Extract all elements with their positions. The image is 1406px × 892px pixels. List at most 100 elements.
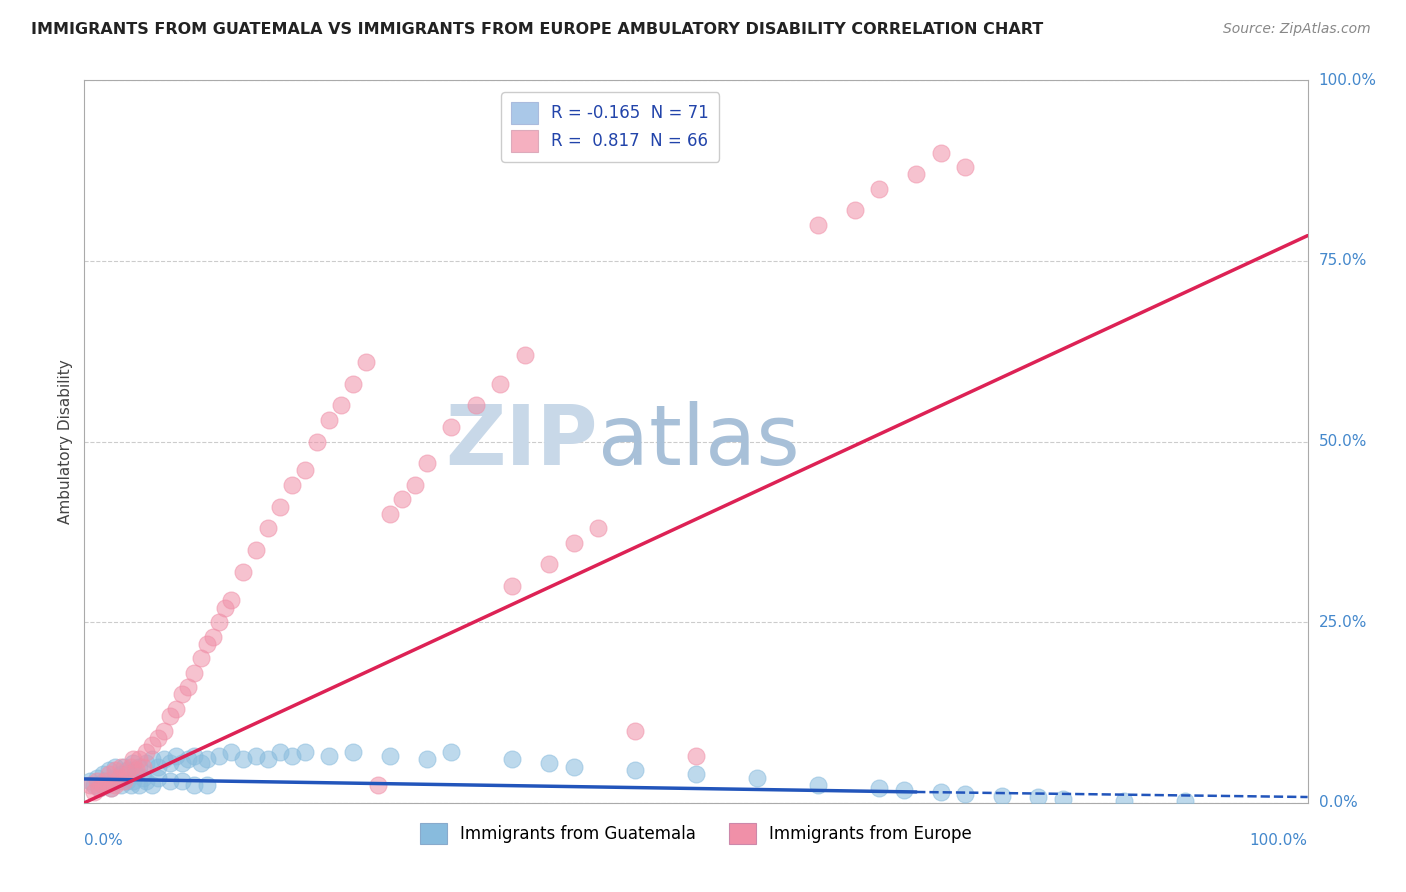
Point	[104, 778, 127, 792]
Point	[128, 760, 150, 774]
Point	[844, 203, 866, 218]
Point	[146, 771, 169, 785]
Point	[562, 760, 585, 774]
Point	[146, 731, 169, 745]
Point	[172, 774, 194, 789]
Point	[342, 376, 364, 391]
Point	[391, 492, 413, 507]
Point	[624, 723, 647, 738]
Point	[100, 781, 122, 796]
Point	[416, 752, 439, 766]
Point	[125, 764, 148, 778]
Point	[110, 778, 132, 792]
Point	[153, 752, 176, 766]
Point	[538, 756, 561, 770]
Point	[120, 760, 142, 774]
Point	[107, 771, 129, 785]
Point	[489, 376, 512, 391]
Point	[79, 778, 101, 792]
Point	[195, 752, 218, 766]
Point	[1028, 790, 1050, 805]
Point	[502, 579, 524, 593]
Point	[330, 398, 353, 412]
Point	[135, 774, 157, 789]
Point	[281, 478, 304, 492]
Point	[141, 752, 163, 766]
Point	[93, 774, 115, 789]
Point	[367, 778, 389, 792]
Point	[159, 774, 181, 789]
Point	[96, 778, 118, 792]
Point	[146, 760, 169, 774]
Point	[159, 709, 181, 723]
Point	[122, 756, 145, 770]
Point	[747, 771, 769, 785]
Point	[104, 764, 127, 778]
Point	[538, 558, 561, 572]
Point	[107, 774, 129, 789]
Point	[128, 752, 150, 766]
Point	[125, 767, 148, 781]
Point	[86, 774, 108, 789]
Point	[1052, 792, 1074, 806]
Point	[685, 767, 707, 781]
Point	[97, 764, 120, 778]
Point	[190, 756, 212, 770]
Point	[83, 778, 105, 792]
Point	[807, 218, 830, 232]
Point	[110, 760, 132, 774]
Legend: Immigrants from Guatemala, Immigrants from Europe: Immigrants from Guatemala, Immigrants fr…	[412, 814, 980, 852]
Text: 75.0%: 75.0%	[1319, 253, 1367, 268]
Point	[100, 781, 122, 796]
Point	[440, 745, 463, 759]
Point	[991, 789, 1014, 803]
Point	[208, 748, 231, 763]
Point	[135, 756, 157, 770]
Point	[122, 774, 145, 789]
Point	[318, 748, 340, 763]
Point	[502, 752, 524, 766]
Point	[201, 630, 224, 644]
Point	[953, 787, 976, 801]
Point	[257, 521, 280, 535]
Point	[91, 767, 114, 781]
Point	[214, 600, 236, 615]
Point	[294, 463, 316, 477]
Point	[929, 145, 952, 160]
Point	[115, 774, 138, 789]
Point	[112, 774, 135, 789]
Point	[177, 680, 200, 694]
Point	[172, 756, 194, 770]
Point	[905, 167, 928, 181]
Point	[104, 760, 127, 774]
Point	[380, 507, 402, 521]
Point	[86, 771, 108, 785]
Point	[132, 771, 155, 785]
Y-axis label: Ambulatory Disability: Ambulatory Disability	[58, 359, 73, 524]
Point	[159, 756, 181, 770]
Point	[245, 748, 267, 763]
Point	[342, 745, 364, 759]
Point	[893, 782, 915, 797]
Point	[104, 771, 127, 785]
Point	[219, 745, 242, 759]
Point	[245, 542, 267, 557]
Point	[807, 778, 830, 792]
Point	[869, 781, 891, 796]
Point	[562, 535, 585, 549]
Point	[79, 774, 101, 789]
Point	[87, 781, 110, 796]
Point	[586, 521, 609, 535]
Text: 0.0%: 0.0%	[84, 833, 124, 848]
Point	[294, 745, 316, 759]
Point	[183, 665, 205, 680]
Point	[416, 456, 439, 470]
Point	[183, 778, 205, 792]
Text: IMMIGRANTS FROM GUATEMALA VS IMMIGRANTS FROM EUROPE AMBULATORY DISABILITY CORREL: IMMIGRANTS FROM GUATEMALA VS IMMIGRANTS …	[31, 22, 1043, 37]
Point	[624, 764, 647, 778]
Point	[232, 565, 254, 579]
Point	[87, 781, 110, 796]
Text: 25.0%: 25.0%	[1319, 615, 1367, 630]
Point	[183, 748, 205, 763]
Point	[112, 760, 135, 774]
